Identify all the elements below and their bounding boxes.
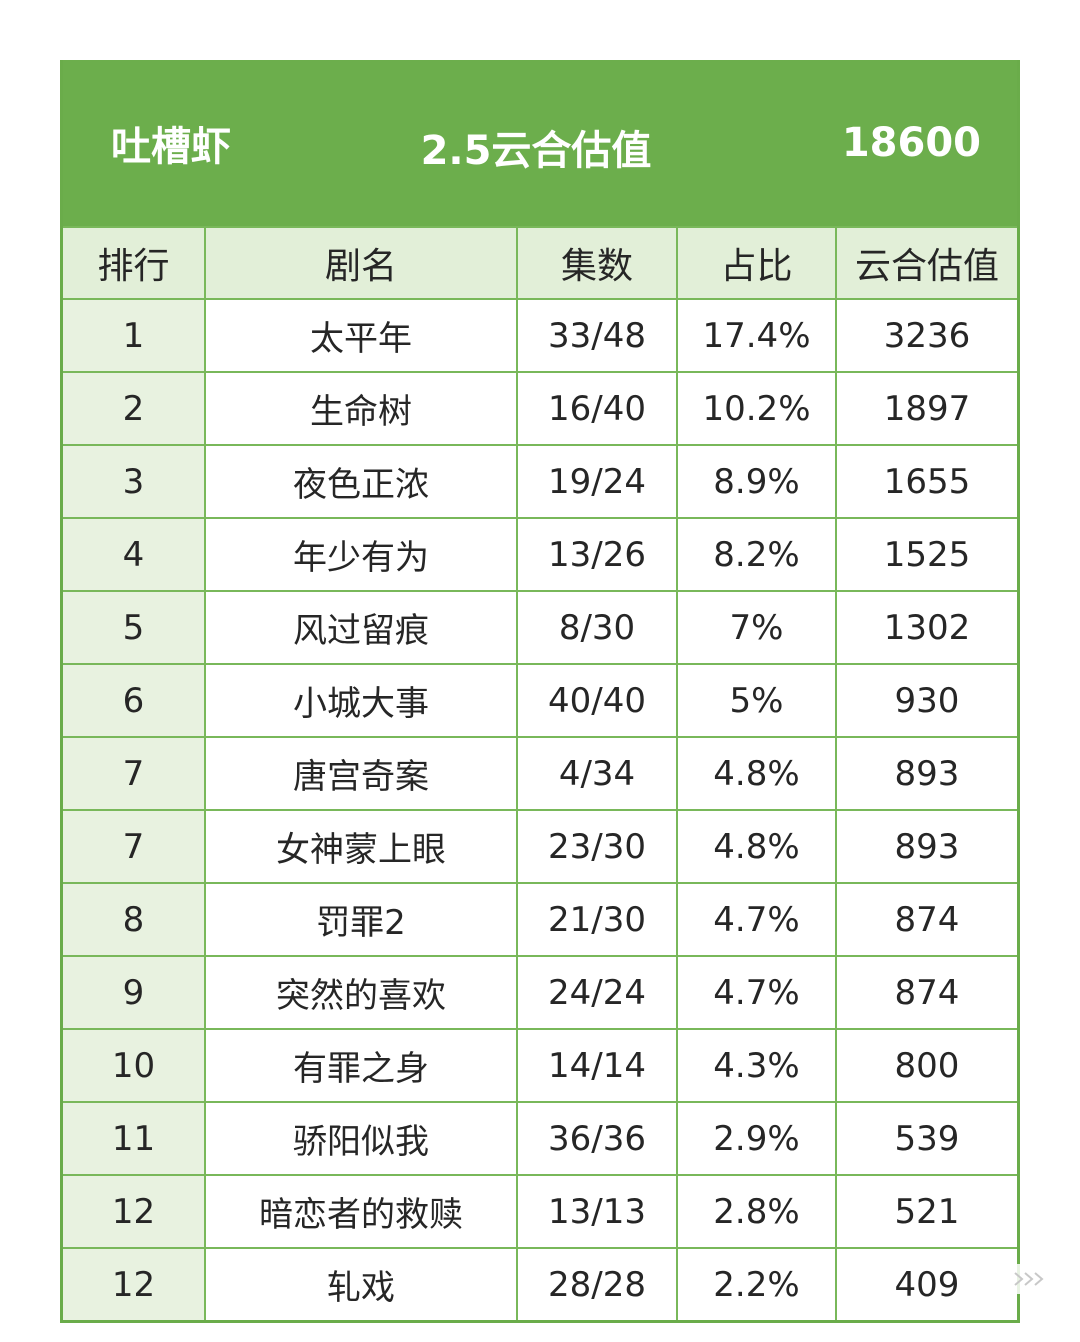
cell-episodes: 33/48 bbox=[516, 298, 678, 373]
collapse-icon[interactable] bbox=[1004, 1264, 1060, 1294]
table-row: 7 唐宫奇案 4/34 4.8% 893 bbox=[63, 736, 1017, 811]
cell-value: 409 bbox=[835, 1247, 1017, 1320]
cell-share: 5% bbox=[676, 663, 837, 738]
header-rank: 排行 bbox=[63, 226, 206, 300]
cell-value: 1302 bbox=[835, 590, 1017, 665]
ranking-table: 排行 剧名 集数 占比 云合估值 1 太平年 33/48 17.4% 3236 2 生命树 1… bbox=[63, 226, 1017, 1320]
cell-share: 2.9% bbox=[676, 1101, 837, 1176]
cell-share: 4.7% bbox=[676, 955, 837, 1030]
cell-value: 1655 bbox=[835, 444, 1017, 519]
cell-share: 4.3% bbox=[676, 1028, 837, 1103]
table-row: 12 暗恋者的救赎 13/13 2.8% 521 bbox=[63, 1174, 1017, 1249]
table-row: 11 骄阳似我 36/36 2.9% 539 bbox=[63, 1101, 1017, 1176]
cell-share: 4.8% bbox=[676, 809, 837, 884]
cell-title: 唐宫奇案 bbox=[204, 736, 518, 811]
header-share: 占比 bbox=[676, 226, 837, 300]
header-episodes: 集数 bbox=[516, 226, 678, 300]
cell-rank: 12 bbox=[63, 1174, 206, 1249]
table-row: 9 突然的喜欢 24/24 4.7% 874 bbox=[63, 955, 1017, 1030]
cell-rank: 12 bbox=[63, 1247, 206, 1320]
ranking-card: 吐槽虾 18600 2.5云合估值 排行 剧名 集数 占比 云合估值 1 太平年 3… bbox=[60, 60, 1020, 1323]
table-row: 2 生命树 16/40 10.2% 1897 bbox=[63, 371, 1017, 446]
cell-value: 800 bbox=[835, 1028, 1017, 1103]
cell-title: 女神蒙上眼 bbox=[204, 809, 518, 884]
table-row: 6 小城大事 40/40 5% 930 bbox=[63, 663, 1017, 738]
cell-value: 1525 bbox=[835, 517, 1017, 592]
table-row: 10 有罪之身 14/14 4.3% 800 bbox=[63, 1028, 1017, 1103]
cell-value: 1897 bbox=[835, 371, 1017, 446]
cell-title: 夜色正浓 bbox=[204, 444, 518, 519]
cell-value: 539 bbox=[835, 1101, 1017, 1176]
cell-title: 年少有为 bbox=[204, 517, 518, 592]
cell-value: 893 bbox=[835, 809, 1017, 884]
table-row: 8 罚罪2 21/30 4.7% 874 bbox=[63, 882, 1017, 957]
cell-episodes: 14/14 bbox=[516, 1028, 678, 1103]
cell-episodes: 28/28 bbox=[516, 1247, 678, 1320]
cell-episodes: 40/40 bbox=[516, 663, 678, 738]
cell-share: 8.9% bbox=[676, 444, 837, 519]
cell-value: 893 bbox=[835, 736, 1017, 811]
table-row: 7 女神蒙上眼 23/30 4.8% 893 bbox=[63, 809, 1017, 884]
cell-title: 突然的喜欢 bbox=[204, 955, 518, 1030]
banner-total: 18600 bbox=[841, 120, 981, 166]
cell-value: 874 bbox=[835, 955, 1017, 1030]
cell-share: 17.4% bbox=[676, 298, 837, 373]
cell-title: 风过留痕 bbox=[204, 590, 518, 665]
cell-value: 3236 bbox=[835, 298, 1017, 373]
cell-title: 暗恋者的救赎 bbox=[204, 1174, 518, 1249]
cell-share: 4.7% bbox=[676, 882, 837, 957]
cell-title: 轧戏 bbox=[204, 1247, 518, 1320]
cell-episodes: 36/36 bbox=[516, 1101, 678, 1176]
cell-title: 罚罪2 bbox=[204, 882, 518, 957]
cell-rank: 7 bbox=[63, 736, 206, 811]
cell-title: 生命树 bbox=[204, 371, 518, 446]
cell-episodes: 13/26 bbox=[516, 517, 678, 592]
table-row: 4 年少有为 13/26 8.2% 1525 bbox=[63, 517, 1017, 592]
cell-episodes: 21/30 bbox=[516, 882, 678, 957]
header-title: 剧名 bbox=[204, 226, 518, 300]
cell-share: 10.2% bbox=[676, 371, 837, 446]
table-row: 12 轧戏 28/28 2.2% 409 bbox=[63, 1247, 1017, 1320]
cell-rank: 1 bbox=[63, 298, 206, 373]
cell-rank: 2 bbox=[63, 371, 206, 446]
cell-episodes: 24/24 bbox=[516, 955, 678, 1030]
cell-rank: 7 bbox=[63, 809, 206, 884]
cell-title: 骄阳似我 bbox=[204, 1101, 518, 1176]
cell-episodes: 16/40 bbox=[516, 371, 678, 446]
header-value: 云合估值 bbox=[835, 226, 1017, 300]
table-row: 5 风过留痕 8/30 7% 1302 bbox=[63, 590, 1017, 665]
cell-episodes: 8/30 bbox=[516, 590, 678, 665]
banner: 吐槽虾 18600 2.5云合估值 bbox=[63, 60, 1017, 226]
cell-rank: 5 bbox=[63, 590, 206, 665]
cell-episodes: 23/30 bbox=[516, 809, 678, 884]
banner-title: 2.5云合估值 bbox=[420, 128, 652, 174]
cell-share: 2.2% bbox=[676, 1247, 837, 1320]
cell-title: 小城大事 bbox=[204, 663, 518, 738]
cell-rank: 8 bbox=[63, 882, 206, 957]
cell-rank: 6 bbox=[63, 663, 206, 738]
cell-rank: 11 bbox=[63, 1101, 206, 1176]
cell-rank: 3 bbox=[63, 444, 206, 519]
cell-share: 2.8% bbox=[676, 1174, 837, 1249]
cell-episodes: 13/13 bbox=[516, 1174, 678, 1249]
cell-share: 8.2% bbox=[676, 517, 837, 592]
cell-value: 874 bbox=[835, 882, 1017, 957]
table-row: 3 夜色正浓 19/24 8.9% 1655 bbox=[63, 444, 1017, 519]
cell-value: 930 bbox=[835, 663, 1017, 738]
cell-episodes: 4/34 bbox=[516, 736, 678, 811]
cell-value: 521 bbox=[835, 1174, 1017, 1249]
banner-author: 吐槽虾 bbox=[111, 124, 231, 170]
cell-title: 有罪之身 bbox=[204, 1028, 518, 1103]
cell-rank: 4 bbox=[63, 517, 206, 592]
cell-share: 7% bbox=[676, 590, 837, 665]
cell-share: 4.8% bbox=[676, 736, 837, 811]
table-row: 1 太平年 33/48 17.4% 3236 bbox=[63, 298, 1017, 373]
table-header-row: 排行 剧名 集数 占比 云合估值 bbox=[63, 226, 1017, 300]
cell-episodes: 19/24 bbox=[516, 444, 678, 519]
cell-title: 太平年 bbox=[204, 298, 518, 373]
cell-rank: 10 bbox=[63, 1028, 206, 1103]
cell-rank: 9 bbox=[63, 955, 206, 1030]
